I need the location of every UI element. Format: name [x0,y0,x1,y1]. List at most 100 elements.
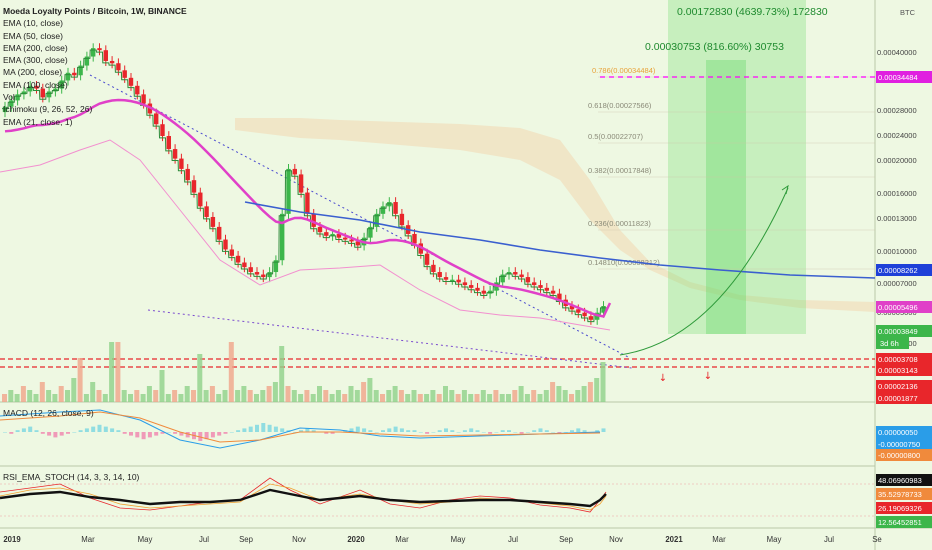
macd-histogram-bar [248,426,253,432]
candle-body [273,260,279,273]
macd-histogram-bar [210,432,215,438]
indicator-legend: Moeda Loyalty Points / Bitcoin, 1W, BINA… [3,5,187,128]
volume-bar [600,362,606,402]
volume-bar [348,386,354,402]
candle-body [122,70,127,78]
candle-body [103,50,108,61]
candle-body [46,91,52,98]
projection-curve [619,187,789,356]
legend-ema100[interactable]: EMA (100, close) [3,79,68,90]
macd-histogram-bar [431,432,436,433]
volume-bar [398,390,404,402]
y-tick-label: 0.00010000 [877,247,917,256]
fib-label-5: 0.14810(0.00008212) [588,258,660,267]
candle-body [78,65,83,76]
macd-histogram-bar [601,428,606,432]
legend-ema21[interactable]: EMA (21, close, 1) [3,116,73,127]
candle-body [160,124,165,137]
volume-bar [20,386,26,402]
rsi-tag-bg [876,488,932,500]
candle-body [185,168,190,181]
trendline-lower [147,309,633,369]
volume-bar [216,394,222,402]
legend-ema50[interactable]: EMA (50, close) [3,30,63,41]
candle-body [72,72,77,76]
rsi-tick-label: 26.19069326 [878,504,922,513]
macd-legend[interactable]: MACD (12, 26, close, 9) [3,408,94,418]
volume-bar [317,386,322,402]
volume-bar [159,370,165,402]
volume-bar [33,394,39,402]
candle-body [65,72,71,81]
volume-bar [550,382,556,402]
macd-histogram-bar [563,432,568,433]
volume-bar [146,386,152,402]
volume-bar [2,394,7,402]
legend-vol[interactable]: Vol [3,92,15,103]
rsi-tick-label: 35.52978733 [878,490,922,499]
fib-label-4: 0.236(0.00011823) [588,219,651,228]
volume-bar [260,390,266,402]
candle-body [9,100,14,107]
candle-body [475,287,480,291]
volume-bar [254,394,259,402]
chart-title[interactable]: Moeda Loyalty Points / Bitcoin, 1W, BINA… [3,6,187,16]
candle-body [557,293,562,300]
y-tick-label: 0.00013000 [877,214,917,223]
macd-histogram-bar [456,432,461,433]
volume-bar [506,394,511,402]
volume-bar [562,390,568,402]
candle-body [374,213,379,227]
fib-label-3: 0.382(0.00017848) [588,166,652,175]
macd-histogram-bar [399,428,404,432]
volume-bar [8,390,14,402]
price-tag-bg [876,392,932,404]
macd-histogram-bar [469,428,474,432]
macd-histogram-bar [437,430,442,432]
volume-bar [335,390,341,402]
volume-bar [461,390,467,402]
macd-histogram-bar [381,430,385,432]
legend-ma200[interactable]: MA (200, close) [3,67,63,78]
volume-bar [241,386,247,402]
candle-body [40,88,45,98]
volume-bar [52,394,58,402]
y-tick-label: 0.00016000 [877,189,917,198]
macd-histogram-bar [519,432,524,434]
macd-histogram-bar [261,423,266,432]
macd-histogram-bar [450,430,455,432]
volume-bar [449,390,455,402]
candle-body [198,192,203,207]
x-tick-label: 2020 [347,535,365,544]
volume-bar [512,390,518,402]
macd-histogram-bar [349,428,354,432]
candle-body [223,239,228,250]
volume-bar [569,394,574,402]
x-tick-label: May [767,535,782,544]
macd-histogram-bar [273,426,278,432]
volume-bar [228,342,234,402]
legend-ema10[interactable]: EMA (10, close) [3,18,63,29]
legend-ichimoku[interactable]: Ichimoku (9, 26, 52, 26) [3,104,93,115]
volume-bar [405,394,411,402]
candle-body [343,237,348,240]
candle-body [462,282,468,286]
candle-body [399,213,405,226]
macd-histogram-bar [47,432,52,436]
x-tick-label: Jul [508,535,518,544]
price-tag-label: 0.00002136 [878,382,918,391]
price-tag-label: 0.00008262 [878,266,918,275]
macd-line [0,409,601,449]
legend-ema200[interactable]: EMA (200, close) [3,42,68,53]
volume-bar [266,386,272,402]
legend-ema300[interactable]: EMA (300, close) [3,55,68,66]
candle-body [204,206,209,217]
price-tag-label: 0.00005496 [878,303,918,312]
rsi-legend[interactable]: RSI_EMA_STOCH (14, 3, 3, 14, 10) [3,472,140,482]
macd-histogram-bar [15,430,20,432]
volume-bar [354,390,360,402]
macd-tag-bg [876,449,932,461]
macd-histogram-bar [147,432,152,438]
volume-bar [575,390,581,402]
